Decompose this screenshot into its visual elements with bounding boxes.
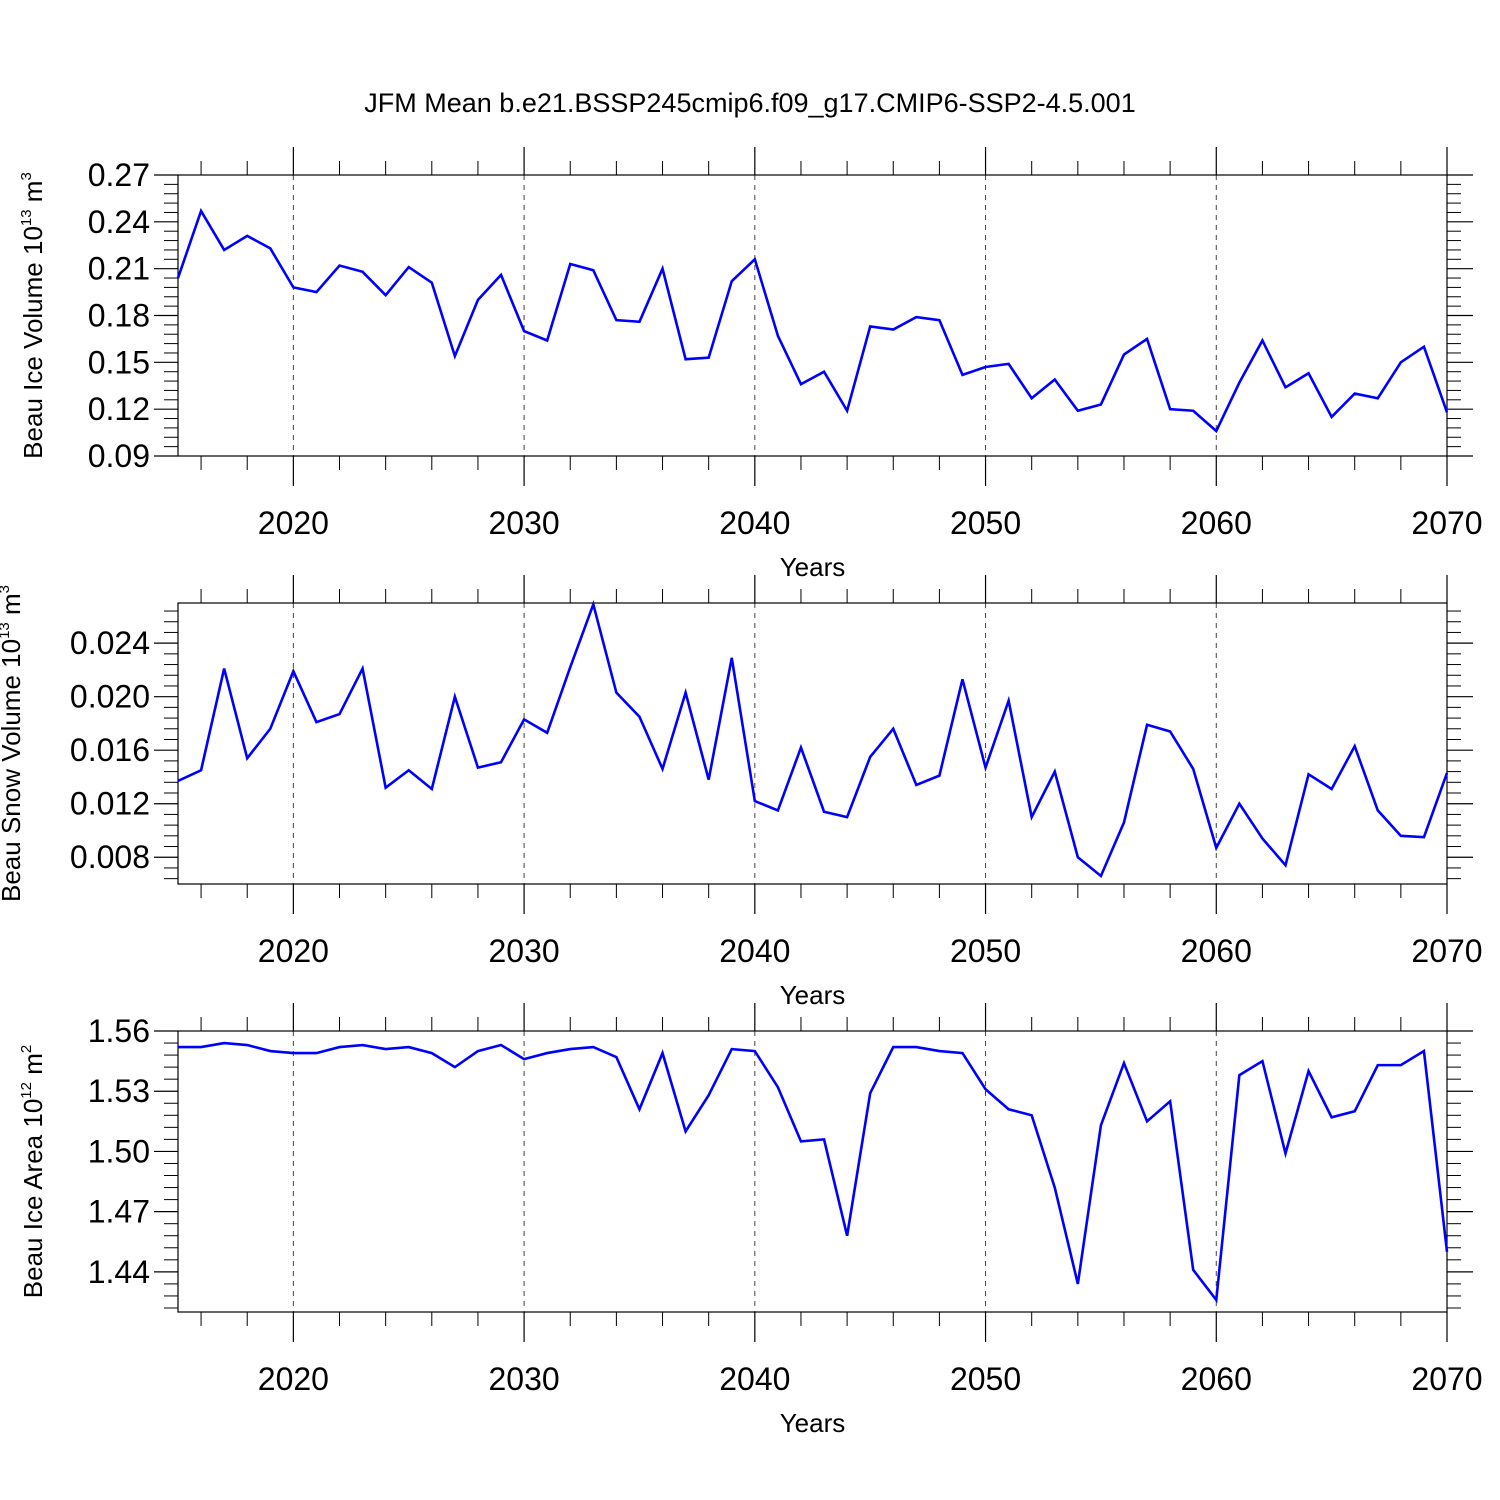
y-tick-label: 0.27 [88, 157, 150, 193]
y-axis-title-unit: m [0, 593, 26, 622]
y-axis-title-unit-exponent: 3 [0, 585, 13, 593]
y-axis-title-unit-exponent: 3 [18, 172, 35, 180]
x-tick-label: 2050 [950, 505, 1021, 541]
y-tick-label: 0.12 [88, 391, 150, 427]
x-tick-label: 2020 [258, 505, 329, 541]
x-tick-label: 2020 [258, 933, 329, 969]
x-axis-title: Years [780, 552, 846, 582]
y-tick-label: 1.56 [88, 1013, 150, 1049]
y-tick-label: 0.020 [70, 679, 150, 715]
y-axis-title-unit: m [18, 1053, 48, 1082]
x-tick-label: 2030 [488, 933, 559, 969]
x-tick-label: 2070 [1411, 933, 1482, 969]
panel-2: 2020 2030 2040 2050 2060 2070 Years 0.008 0.012 0… [0, 575, 1483, 1010]
y-tick-label: 1.53 [88, 1073, 150, 1109]
x-tick-label: 2030 [488, 505, 559, 541]
y-tick-label: 0.18 [88, 298, 150, 334]
x-tick-label: 2060 [1181, 1361, 1252, 1397]
y-tick-label: 1.44 [88, 1254, 150, 1290]
y-tick-label: 0.15 [88, 344, 150, 380]
y-axis-title: Beau Ice Volume 1013 m3 [18, 172, 48, 459]
series-line [178, 1041, 1449, 1304]
x-tick-label: 2030 [488, 1361, 559, 1397]
plot-frame [177, 174, 1448, 457]
x-tick-label: 2060 [1181, 505, 1252, 541]
y-axis-title-main: Beau Ice Volume 10 [18, 226, 48, 459]
y-axis-title-main: Beau Ice Area 10 [18, 1099, 48, 1298]
y-tick-label: 0.24 [88, 204, 150, 240]
series-line [177, 599, 1449, 879]
x-tick-label: 2070 [1411, 1361, 1482, 1397]
x-axis-title: Years [780, 980, 846, 1010]
y-axis-title-main: Beau Snow Volume 10 [0, 639, 26, 902]
y-axis-title: Beau Ice Area 1012 m2 [18, 1045, 48, 1298]
x-tick-label: 2040 [719, 933, 790, 969]
y-tick-label: 0.016 [70, 732, 150, 768]
x-axis-title: Years [780, 1408, 846, 1438]
series-line [176, 207, 1449, 434]
y-axis-title-exponent: 12 [18, 1082, 35, 1099]
x-tick-label: 2040 [719, 1361, 790, 1397]
y-tick-label: 0.024 [70, 625, 150, 661]
y-axis-title-exponent: 13 [18, 209, 35, 226]
figure-title: JFM Mean b.e21.BSSP245cmip6.f09_g17.CMIP… [364, 88, 1135, 118]
y-tick-label: 1.50 [88, 1133, 150, 1169]
x-tick-label: 2050 [950, 1361, 1021, 1397]
y-axis-title-unit: m [18, 181, 48, 210]
y-tick-label: 0.008 [70, 839, 150, 875]
x-tick-label: 2050 [950, 933, 1021, 969]
y-tick-label: 0.21 [88, 251, 150, 287]
panel-3: 2020 2030 2040 2050 2060 2070 Years 1.44 1.47 1.5… [18, 1003, 1483, 1438]
plot-frame [177, 602, 1448, 885]
x-tick-label: 2070 [1411, 505, 1482, 541]
panel-1: 2020 2030 2040 2050 2060 2070 Years 0.09 0.12 0.1… [18, 147, 1483, 582]
y-axis-title: Beau Snow Volume 1013 m3 [0, 585, 26, 902]
y-axis-title-exponent: 13 [0, 622, 13, 639]
y-tick-label: 0.012 [70, 786, 150, 822]
x-tick-label: 2020 [258, 1361, 329, 1397]
x-tick-label: 2040 [719, 505, 790, 541]
plot-frame [177, 1030, 1448, 1313]
x-tick-label: 2060 [1181, 933, 1252, 969]
y-axis-title-unit-exponent: 2 [18, 1045, 35, 1053]
y-tick-label: 0.09 [88, 438, 150, 474]
y-tick-label: 1.47 [88, 1194, 150, 1230]
